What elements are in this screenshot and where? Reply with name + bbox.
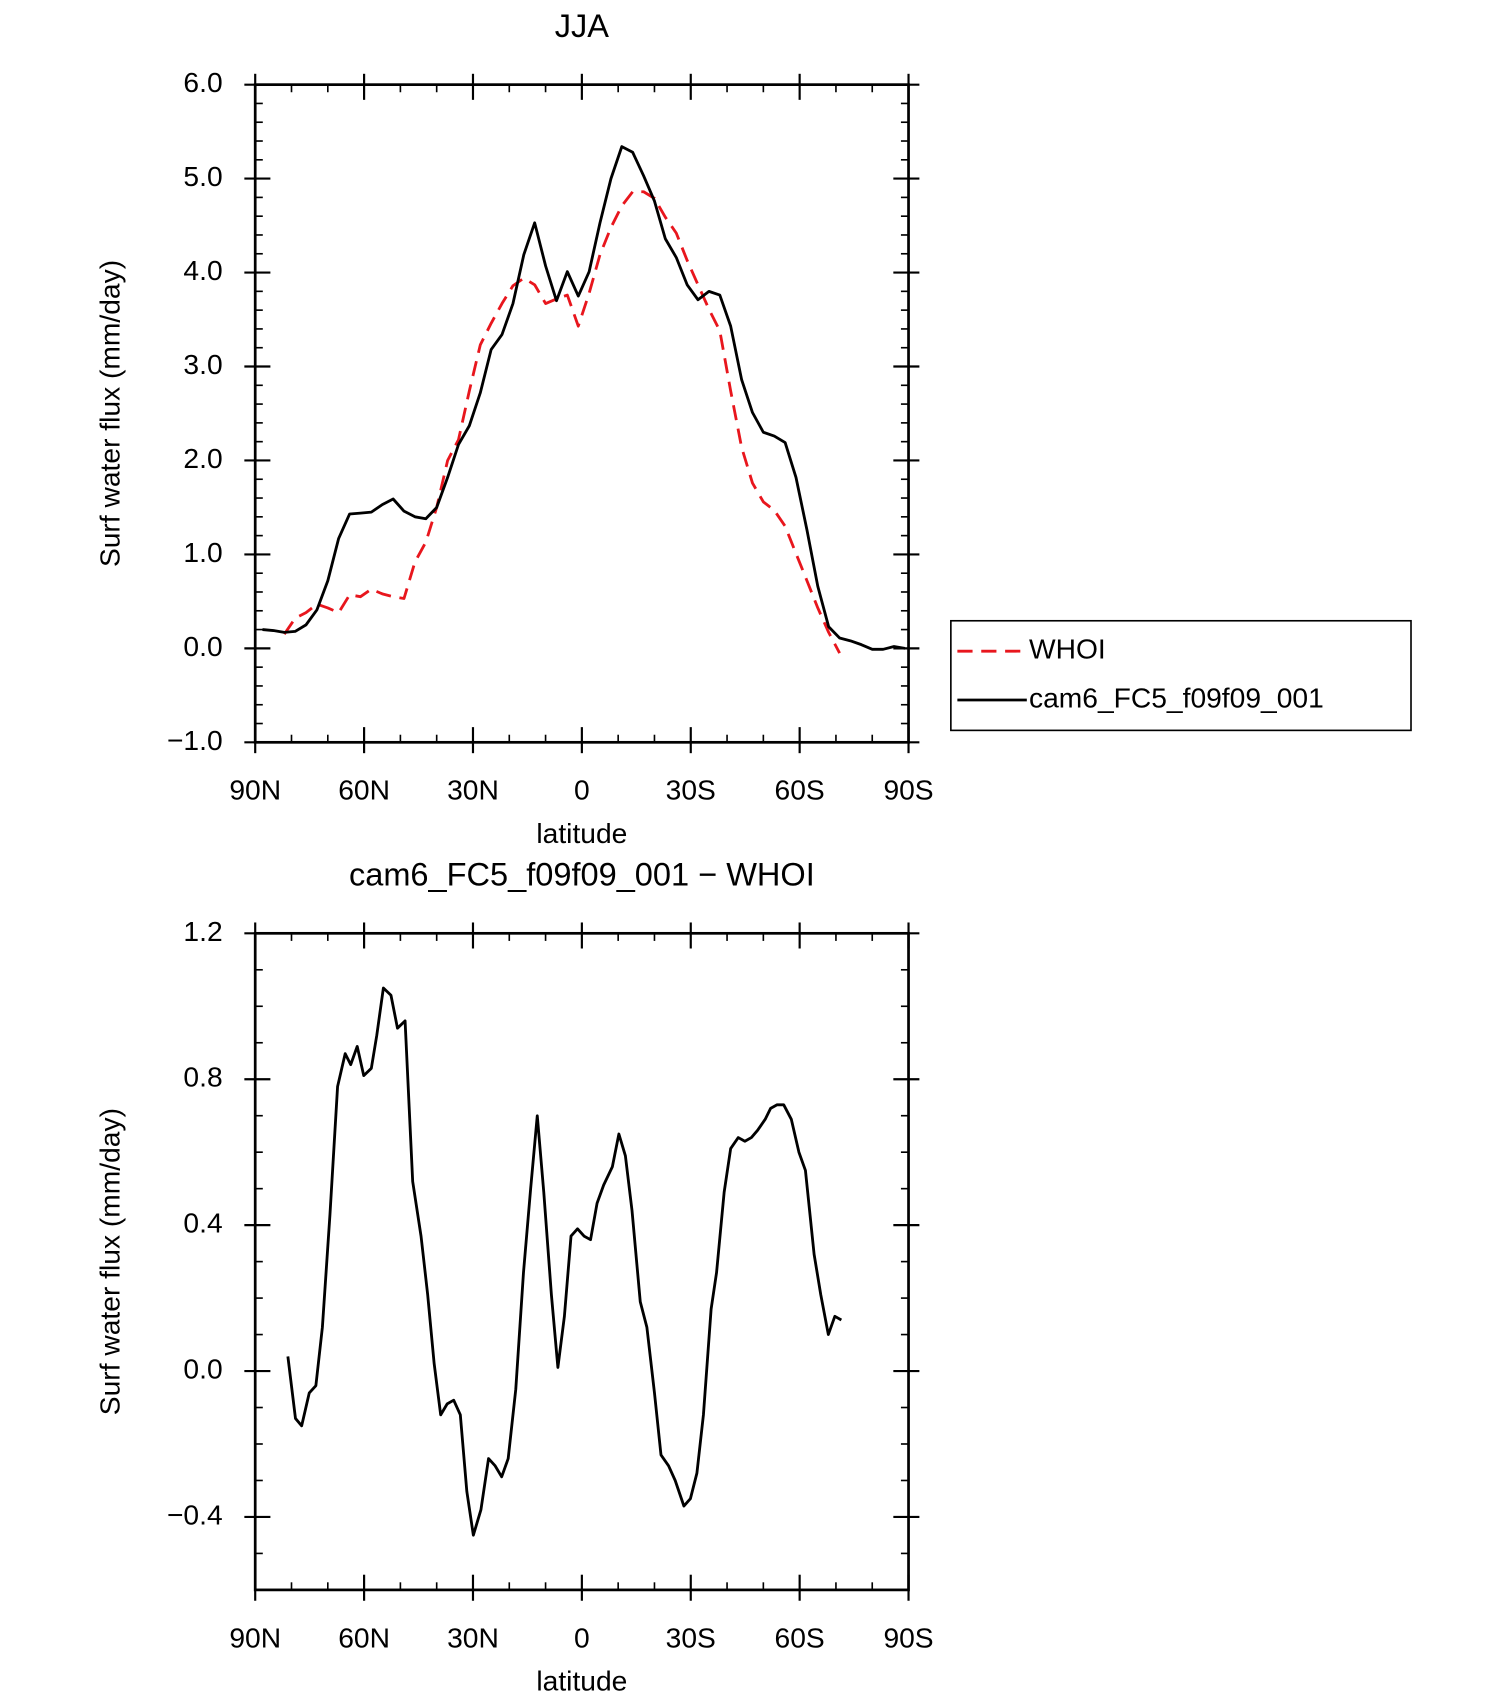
x-tick-label: 60N bbox=[338, 774, 390, 806]
y-tick-label: 0.4 bbox=[183, 1207, 222, 1239]
x-tick-label: 60S bbox=[775, 1621, 825, 1653]
chart-title: cam6_FC5_f09f09_001 − WHOI bbox=[349, 856, 815, 892]
y-tick-label: −1.0 bbox=[167, 724, 223, 756]
line-series bbox=[262, 145, 906, 651]
x-tick-label: 90N bbox=[229, 774, 281, 806]
plot-frame bbox=[253, 931, 910, 1592]
chart-title: JJA bbox=[555, 8, 610, 44]
y-tick-label: 0.8 bbox=[183, 1061, 222, 1093]
x-tick-label: 90S bbox=[883, 774, 933, 806]
y-axis-label: Surf water flux (mm/day) bbox=[93, 260, 125, 567]
y-tick-label: 6.0 bbox=[183, 66, 222, 98]
x-tick-label: 0 bbox=[574, 1621, 590, 1653]
plot-frame bbox=[253, 83, 910, 744]
y-tick-label: 5.0 bbox=[183, 160, 222, 192]
x-tick-label: 90S bbox=[883, 1621, 933, 1653]
y-tick-label: 1.2 bbox=[183, 915, 222, 947]
x-tick-label: 30S bbox=[666, 1621, 716, 1653]
y-tick-label: 0.0 bbox=[183, 1352, 222, 1384]
x-tick-label: 60S bbox=[775, 774, 825, 806]
x-tick-label: 60N bbox=[338, 1621, 390, 1653]
x-axis-label: latitude bbox=[536, 1665, 627, 1693]
legend-label: WHOI bbox=[1029, 633, 1106, 665]
line-series bbox=[283, 190, 841, 654]
y-tick-label: 3.0 bbox=[183, 348, 222, 380]
x-tick-label: 30S bbox=[666, 774, 716, 806]
legend-box bbox=[950, 619, 1412, 732]
y-tick-label: 2.0 bbox=[183, 442, 222, 474]
y-tick-label: 4.0 bbox=[183, 254, 222, 286]
y-tick-label: −0.4 bbox=[167, 1498, 223, 1530]
y-axis-label: Surf water flux (mm/day) bbox=[93, 1108, 125, 1415]
x-tick-label: 30N bbox=[447, 1621, 499, 1653]
y-tick-label: 1.0 bbox=[183, 536, 222, 568]
x-tick-label: 0 bbox=[574, 774, 590, 806]
x-tick-label: 30N bbox=[447, 774, 499, 806]
line-series bbox=[286, 986, 843, 1537]
x-axis-label: latitude bbox=[536, 817, 627, 849]
x-tick-label: 90N bbox=[229, 1621, 281, 1653]
y-tick-label: 0.0 bbox=[183, 630, 222, 662]
legend-label: cam6_FC5_f09f09_001 bbox=[1029, 681, 1324, 713]
